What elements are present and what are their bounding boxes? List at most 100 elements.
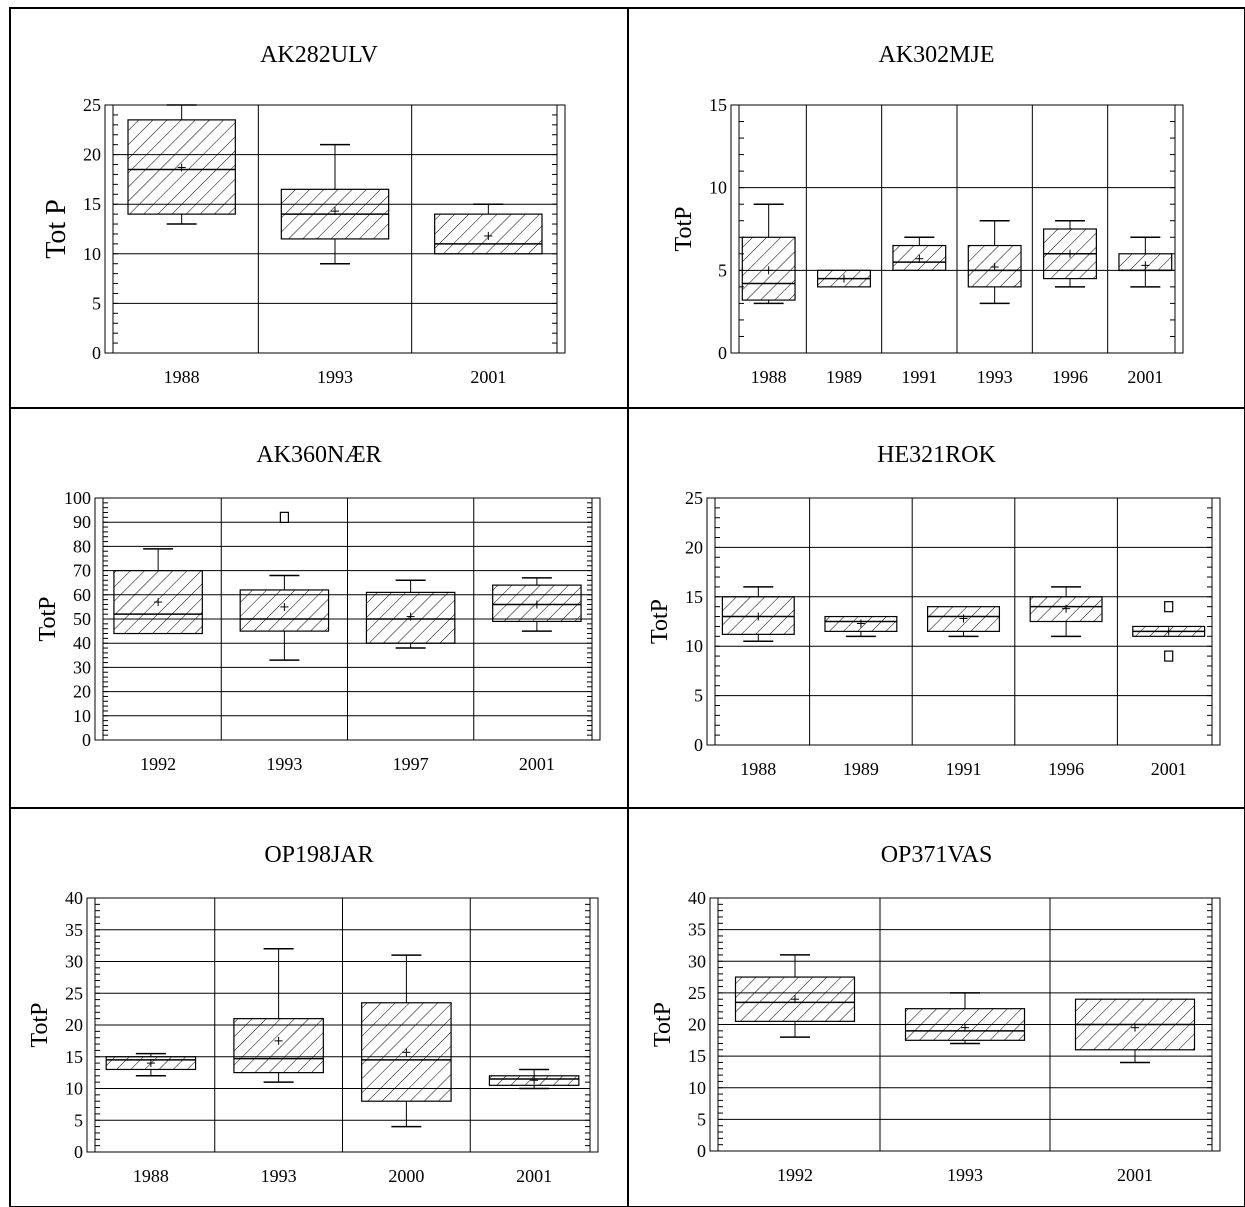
box-1988 (721, 586, 795, 643)
y-tick-label: 0 (694, 735, 703, 755)
chart-title: HE321ROK (877, 442, 996, 468)
y-tick-label: 20 (65, 1015, 83, 1035)
box-2000 (361, 954, 452, 1128)
outlier-marker (279, 511, 289, 523)
y-tick-label: 25 (65, 983, 83, 1003)
box-1991 (926, 606, 1001, 638)
box-plot: 0 5 10 15 20 25 30 35 40 TotP 1992 1993 2001 (650, 888, 1221, 1185)
y-tick-label: 5 (718, 260, 727, 280)
y-axis-label: TotP (647, 599, 673, 644)
y-axis-label: TotP (671, 207, 697, 252)
x-tick-label: 1992 (140, 754, 176, 774)
y-tick-label: 25 (685, 488, 703, 508)
x-tick-label: 2001 (1127, 367, 1163, 387)
y-tick-label: 5 (694, 686, 703, 706)
x-tick-label: 2001 (470, 367, 506, 387)
outlier-marker (1164, 601, 1174, 613)
x-tick-label: 2001 (519, 754, 555, 774)
y-tick-label: 20 (685, 537, 703, 557)
y-tick-label: 15 (83, 194, 101, 214)
box-2001 (1118, 236, 1173, 288)
x-tick-label: 1993 (261, 1166, 297, 1186)
box-1992 (113, 548, 203, 635)
x-tick-label: 1992 (777, 1165, 813, 1185)
x-tick-label: 1993 (317, 367, 353, 387)
x-tick-label: 1988 (751, 367, 787, 387)
x-tick-label: 1993 (266, 754, 302, 774)
y-tick-label: 100 (64, 488, 91, 508)
box-1988 (127, 104, 236, 225)
y-tick-label: 40 (65, 888, 83, 908)
box-1988 (741, 203, 796, 305)
x-tick-label: 1996 (1048, 759, 1084, 779)
y-tick-label: 30 (688, 951, 706, 971)
box-1993 (904, 992, 1026, 1045)
box-plot: 0 5 10 15 20 25 Tot P 1988 1993 2001 (41, 95, 566, 387)
chart-title: AK302MJE (878, 42, 995, 68)
x-tick-label: 1997 (393, 754, 429, 774)
y-tick-label: 20 (83, 145, 101, 165)
x-tick-label: 1989 (826, 367, 862, 387)
y-tick-label: 0 (718, 343, 727, 363)
y-tick-label: 50 (73, 609, 91, 629)
x-tick-label: 1991 (901, 367, 937, 387)
y-tick-label: 15 (685, 587, 703, 607)
y-tick-label: 10 (688, 1078, 706, 1098)
box-plot: 0 5 10 15 20 25 30 35 40 TotP 1988 1993 2000 2001 (27, 888, 599, 1186)
y-tick-label: 10 (73, 706, 91, 726)
box-2001 (492, 577, 582, 632)
y-tick-label: 30 (65, 952, 83, 972)
y-tick-label: 10 (65, 1079, 83, 1099)
y-tick-label: 5 (697, 1109, 706, 1129)
box-1996 (1043, 219, 1097, 288)
y-tick-label: 20 (688, 1015, 706, 1035)
x-tick-label: 1996 (1052, 367, 1088, 387)
x-tick-label: 1993 (977, 367, 1013, 387)
chart-panel-he321rok: HE321ROK 0 5 10 15 20 25 TotP 1988 1989 1991 1996 2… (628, 408, 1245, 808)
x-tick-label: 2001 (1151, 759, 1187, 779)
y-tick-label: 10 (83, 244, 101, 264)
y-axis-label: TotP (35, 597, 61, 642)
y-axis-label: TotP (650, 1002, 676, 1047)
box-2001 (488, 1068, 580, 1090)
box-2001 (1074, 998, 1196, 1064)
y-tick-label: 15 (688, 1046, 706, 1066)
y-tick-label: 25 (688, 983, 706, 1003)
box-1989 (824, 615, 898, 638)
x-tick-label: 2000 (388, 1166, 424, 1186)
x-tick-label: 1988 (740, 759, 776, 779)
y-axis-label: TotP (27, 1003, 53, 1048)
box-2001 (434, 203, 543, 255)
box-plot: 0 10 20 30 40 50 60 70 80 90 100 TotP 1992 1993 1997 20… (35, 488, 601, 774)
x-tick-label: 1991 (946, 759, 982, 779)
box-1997 (365, 579, 456, 649)
y-tick-label: 25 (83, 95, 101, 115)
y-tick-label: 30 (73, 657, 91, 677)
box-1993 (280, 143, 390, 265)
chart-panel-ak302mje: AK302MJE 0 5 10 15 TotP 1988 1989 1991 1993 1996 2… (628, 8, 1245, 408)
box-2001 (1132, 625, 1206, 637)
box-1993 (967, 219, 1022, 305)
x-tick-label: 1988 (133, 1166, 169, 1186)
outlier-marker (1164, 650, 1174, 662)
box-1992 (734, 954, 856, 1038)
box-plot: 0 5 10 15 20 25 TotP 1988 1989 1991 1996 2001 (647, 488, 1221, 779)
y-tick-label: 35 (688, 920, 706, 940)
y-tick-label: 35 (65, 920, 83, 940)
y-tick-label: 5 (74, 1110, 83, 1130)
chart-panel-op371vas: OP371VAS 0 5 10 15 20 25 30 35 40 TotP 1992 1993 200… (628, 808, 1245, 1207)
y-tick-label: 0 (82, 730, 91, 750)
box-1993 (233, 948, 324, 1083)
box-plot: 0 5 10 15 TotP 1988 1989 1991 1993 1996 2001 (671, 95, 1184, 387)
y-tick-label: 10 (685, 636, 703, 656)
box-body (233, 1018, 324, 1074)
y-tick-label: 20 (73, 682, 91, 702)
y-tick-label: 40 (688, 888, 706, 908)
chart-title: OP371VAS (880, 842, 993, 868)
chart-title: AK282ULV (260, 42, 378, 68)
y-tick-label: 0 (92, 343, 101, 363)
chart-panel-ak360naer: AK360NÆR 0 10 20 30 40 50 60 70 80 90 100 TotP 1992 1… (10, 408, 628, 808)
y-tick-label: 0 (74, 1142, 83, 1162)
